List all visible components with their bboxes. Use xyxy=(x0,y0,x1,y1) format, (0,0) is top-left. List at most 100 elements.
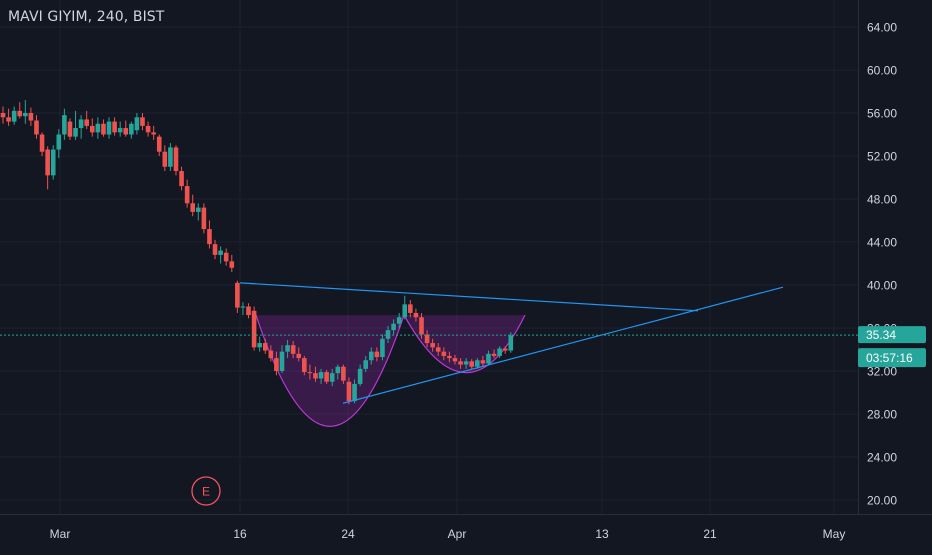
candle-down xyxy=(491,349,497,359)
candle-body xyxy=(235,282,240,308)
candle-down xyxy=(246,303,251,319)
candle-body xyxy=(156,136,162,152)
candle-down xyxy=(413,308,419,322)
candle-up xyxy=(385,325,391,344)
candle-body xyxy=(6,117,11,122)
candle-up xyxy=(463,358,469,369)
price-tag: 35.34 03:57:16 xyxy=(858,326,926,368)
price-axis[interactable]: 64.0060.0056.0052.0048.0044.0040.0036.00… xyxy=(867,21,897,508)
candle-body xyxy=(502,348,508,351)
candle-body xyxy=(279,351,285,371)
candle-body xyxy=(123,128,129,135)
pattern-fill xyxy=(256,315,525,427)
candle-up xyxy=(318,368,324,384)
x-tick-label: 21 xyxy=(703,527,717,541)
candle-body xyxy=(184,186,190,204)
candle-body xyxy=(374,351,380,358)
candle-body xyxy=(223,252,229,262)
candle-body xyxy=(508,335,514,351)
candle-down xyxy=(346,377,352,405)
candle-up xyxy=(285,339,290,359)
candle-body xyxy=(441,351,447,356)
candle-body xyxy=(173,147,179,172)
candle-body xyxy=(469,361,475,367)
candle-body xyxy=(162,151,168,167)
candle-up xyxy=(329,368,335,387)
candle-up xyxy=(368,347,374,365)
candle-down xyxy=(89,118,95,137)
y-tick-label: 28.00 xyxy=(867,408,897,422)
candle-body xyxy=(17,110,23,117)
lower-trendline[interactable] xyxy=(342,286,784,404)
candle-down xyxy=(123,120,129,137)
candle-up xyxy=(218,246,223,264)
candle-body xyxy=(363,360,368,369)
candle-body xyxy=(78,119,84,129)
countdown-box xyxy=(858,348,926,368)
candle-body xyxy=(251,310,257,348)
candle-down xyxy=(28,107,34,126)
y-tick-label: 40.00 xyxy=(867,279,897,293)
candle-down xyxy=(235,280,240,313)
countdown-value: 03:57:16 xyxy=(866,351,913,365)
candle-body xyxy=(268,350,274,359)
candle-down xyxy=(502,346,508,354)
candle-down xyxy=(45,146,50,190)
candle-up xyxy=(78,115,84,139)
candle-body xyxy=(307,372,313,374)
candle-down xyxy=(452,354,458,365)
grid xyxy=(0,0,858,514)
candle-down xyxy=(274,351,279,376)
trendlines[interactable] xyxy=(239,282,784,404)
candle-body xyxy=(413,312,419,318)
candle-down xyxy=(469,359,475,369)
candle-body xyxy=(11,110,17,122)
candle-body xyxy=(313,373,318,379)
candle-body xyxy=(408,304,413,313)
candle-body xyxy=(346,381,352,402)
candle-down xyxy=(6,108,11,126)
y-tick-label: 20.00 xyxy=(867,494,897,508)
symbol-title[interactable]: MAVI GIYIM, 240, BIST xyxy=(8,9,165,25)
earnings-marker[interactable]: E xyxy=(191,476,221,506)
candle-body xyxy=(475,360,480,367)
candle-down xyxy=(290,340,296,359)
candle-body xyxy=(207,229,212,245)
candle-body xyxy=(335,366,341,374)
candle-body xyxy=(329,373,335,382)
candle-up xyxy=(56,129,62,159)
candle-up xyxy=(257,336,262,352)
x-tick-label: Mar xyxy=(50,527,71,541)
candle-up xyxy=(475,358,480,369)
candle-body xyxy=(302,358,307,373)
candle-up xyxy=(240,302,246,316)
candle-down xyxy=(262,338,268,354)
candle-body xyxy=(341,366,346,381)
candle-up xyxy=(168,143,173,172)
candle-body xyxy=(357,368,363,384)
candle-down xyxy=(179,166,184,191)
candle-down xyxy=(156,134,162,156)
candle-body xyxy=(229,261,235,268)
candle-body xyxy=(212,244,218,255)
candle-down xyxy=(112,117,117,136)
time-axis[interactable]: Mar 16 24 Apr 13 21 May xyxy=(50,527,846,541)
candle-up xyxy=(508,332,514,353)
upper-trendline[interactable] xyxy=(239,282,699,312)
candle-down xyxy=(162,145,168,172)
candle-down xyxy=(140,113,145,131)
candle-body xyxy=(134,117,140,131)
candle-body xyxy=(285,345,290,352)
candle-body xyxy=(458,361,463,365)
candle-down xyxy=(480,355,486,367)
candle-down xyxy=(324,369,329,384)
candle-body xyxy=(240,306,246,308)
candle-body xyxy=(296,353,302,359)
candle-body xyxy=(463,361,469,365)
candle-body xyxy=(262,343,268,351)
candle-up xyxy=(402,295,408,320)
candle-up xyxy=(497,346,502,359)
candle-down xyxy=(223,248,229,266)
